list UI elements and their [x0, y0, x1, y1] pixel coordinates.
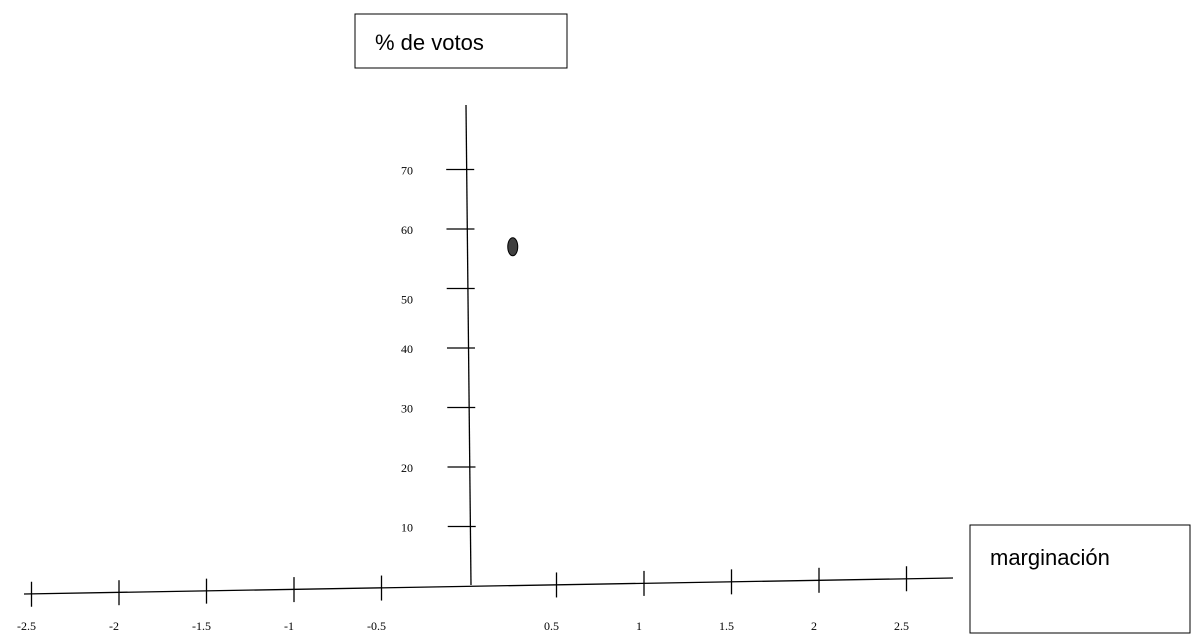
x-tick-label: 2.5	[894, 619, 909, 633]
y-axis-title: % de votos	[375, 30, 484, 55]
x-tick-label: 1	[636, 619, 642, 633]
data-points	[508, 238, 518, 256]
x-tick-label: 0.5	[544, 619, 559, 633]
y-tick-label: 60	[401, 223, 413, 237]
y-tick-label: 10	[401, 521, 413, 535]
y-tick-label: 70	[401, 164, 413, 178]
data-point	[508, 238, 518, 256]
y-tick-label: 50	[401, 293, 413, 307]
x-axis-title: marginación	[990, 545, 1110, 570]
x-tick-label: -1.5	[192, 619, 211, 633]
x-tick-label: 2	[811, 619, 817, 633]
y-axis-title-box: % de votos	[355, 14, 567, 68]
y-tick-label: 20	[401, 461, 413, 475]
y-ticks: 10 20 30 40 50 60 70	[401, 164, 476, 535]
x-tick-label: -2	[109, 619, 119, 633]
y-tick-label: 30	[401, 402, 413, 416]
y-tick-label: 40	[401, 342, 413, 356]
x-ticks: -2.5 -2 -1.5 -1 -0.5 0.5 1 1.5 2 2.5	[17, 566, 909, 633]
x-axis-line	[24, 578, 953, 594]
x-tick-label: -1	[284, 619, 294, 633]
x-axis-title-box: marginación	[970, 525, 1190, 633]
y-axis-line	[466, 105, 471, 585]
x-tick-label: -0.5	[367, 619, 386, 633]
x-tick-label: -2.5	[17, 619, 36, 633]
x-tick-label: 1.5	[719, 619, 734, 633]
